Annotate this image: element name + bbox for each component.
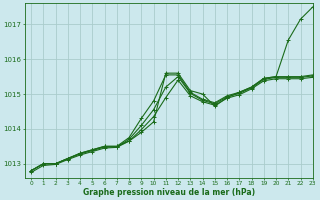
X-axis label: Graphe pression niveau de la mer (hPa): Graphe pression niveau de la mer (hPa) <box>83 188 255 197</box>
